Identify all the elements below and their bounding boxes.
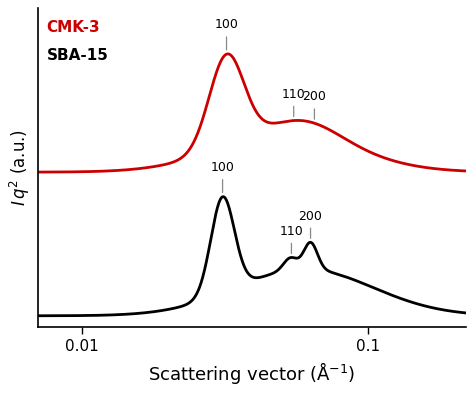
Text: CMK-3: CMK-3: [46, 20, 100, 35]
Text: 110: 110: [280, 225, 303, 253]
Text: 200: 200: [302, 91, 327, 119]
Text: 100: 100: [210, 161, 235, 193]
Text: SBA-15: SBA-15: [46, 48, 109, 63]
Text: 100: 100: [215, 19, 238, 50]
Y-axis label: $I\,q^2$ (a.u.): $I\,q^2$ (a.u.): [9, 129, 32, 206]
Text: 110: 110: [282, 88, 306, 117]
Text: 200: 200: [299, 210, 322, 238]
X-axis label: Scattering vector ($\mathregular{\AA}^{-1}$): Scattering vector ($\mathregular{\AA}^{-…: [148, 360, 356, 386]
